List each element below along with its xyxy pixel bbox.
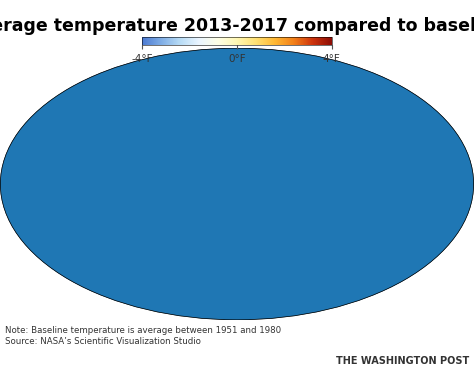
PathPatch shape [0, 48, 474, 320]
Text: Average temperature 2013-2017 compared to baseline: Average temperature 2013-2017 compared t… [0, 17, 474, 35]
Text: THE WASHINGTON POST: THE WASHINGTON POST [336, 356, 469, 366]
Text: Note: Baseline temperature is average between 1951 and 1980
Source: NASA’s Scien: Note: Baseline temperature is average be… [5, 326, 281, 347]
